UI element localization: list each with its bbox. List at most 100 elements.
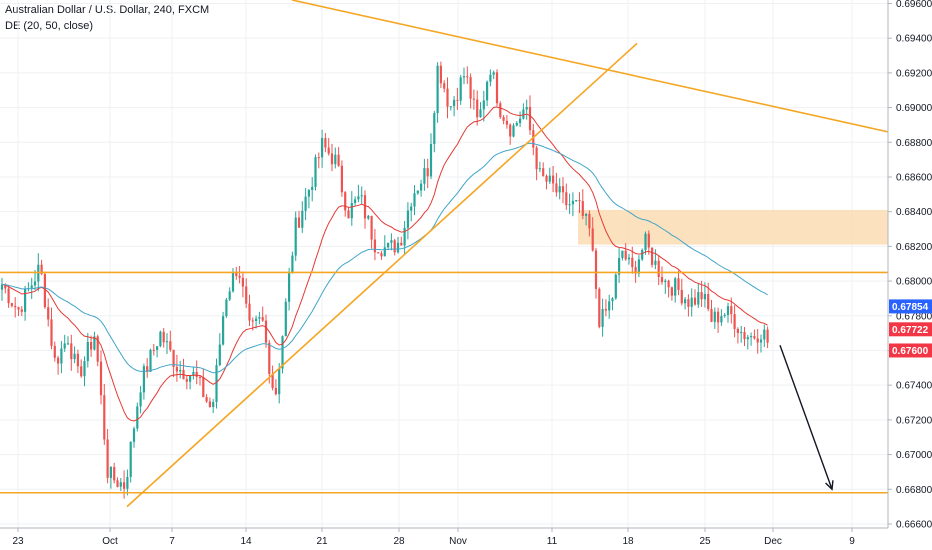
candle-body: [142, 366, 145, 393]
candle-body: [690, 297, 693, 307]
candle-body: [542, 168, 545, 176]
candle-body: [106, 439, 109, 478]
time-axis[interactable]: 23 Oct 7 14 21 28 Nov 11 18 25 Dec 9: [12, 528, 855, 547]
candle-body: [156, 346, 159, 350]
candle-body: [525, 106, 528, 110]
moving-averages: [1, 106, 768, 422]
trend-drawings[interactable]: [0, 0, 889, 508]
candle-body: [314, 157, 317, 187]
x-tick-label: Nov: [449, 536, 467, 547]
candle-body: [756, 338, 759, 343]
candle-body: [43, 274, 46, 308]
price-badge-bg: [889, 343, 932, 358]
candle-body: [667, 280, 670, 288]
candle-body: [644, 233, 647, 250]
candle-body: [515, 123, 518, 126]
candle-body: [123, 482, 126, 489]
candle-body: [208, 401, 211, 408]
candle-body: [370, 215, 373, 240]
candle-body: [680, 289, 683, 304]
candle-body: [763, 329, 766, 340]
candle-body: [311, 186, 314, 191]
candle-body: [175, 366, 178, 372]
candle-body: [222, 316, 225, 345]
candle-body: [373, 239, 376, 253]
candle-body: [578, 200, 581, 202]
candle-body: [261, 317, 264, 321]
x-tick-label: 14: [240, 536, 252, 547]
candle-body: [472, 98, 475, 100]
candle-body: [228, 291, 231, 300]
candle-body: [621, 250, 624, 259]
candle-body: [674, 278, 677, 296]
y-tick-label: 0.68200: [896, 242, 932, 253]
candle-body: [268, 342, 271, 374]
candle-body: [433, 113, 436, 145]
candle-body: [119, 482, 122, 487]
y-tick-label: 0.68800: [896, 138, 932, 149]
candle-body: [717, 311, 720, 323]
candle-body: [766, 329, 769, 343]
candle-body: [538, 168, 541, 170]
candle-body: [687, 299, 690, 307]
x-tick-label: 28: [393, 536, 405, 547]
x-tick-label: 18: [622, 536, 634, 547]
candle-body: [50, 319, 53, 346]
candle-body: [545, 175, 548, 182]
candle-body: [585, 213, 588, 216]
x-tick-label: 21: [316, 536, 328, 547]
candle-body: [581, 201, 584, 216]
candle-body: [291, 255, 294, 274]
candle-body: [624, 250, 627, 260]
candle-body: [192, 371, 195, 376]
candle-body: [245, 286, 248, 304]
candle-body: [235, 272, 238, 276]
candle-body: [453, 99, 456, 107]
candle-body: [159, 331, 162, 347]
candle-body: [202, 377, 205, 398]
candle-body: [446, 88, 449, 107]
candle-body: [284, 301, 287, 337]
candle-body: [169, 341, 172, 350]
candle-body: [288, 273, 291, 302]
candle-body: [552, 175, 555, 184]
candle-body: [344, 192, 347, 211]
price-badge-label: 0.67600: [892, 346, 929, 357]
candle-body: [251, 320, 254, 322]
candle-body: [297, 217, 301, 228]
candle-body: [390, 240, 393, 243]
price-badges: 0.67854 0.67722 0.67600: [889, 299, 932, 358]
candle-body: [502, 117, 505, 121]
candle-body: [113, 467, 116, 481]
candle-body: [212, 402, 215, 408]
candle-body: [317, 157, 320, 159]
candle-body: [241, 277, 244, 287]
candle-body: [387, 242, 390, 248]
candle-body: [14, 305, 17, 308]
candle-body: [479, 109, 482, 118]
y-tick-label: 0.66800: [896, 485, 932, 496]
candle-body: [618, 258, 621, 275]
candle-body: [278, 368, 281, 395]
candle-body: [753, 336, 756, 339]
price-axis[interactable]: 0.66600 0.66800 0.67000 0.67200 0.67400 0.676…: [888, 0, 932, 530]
candle-body: [420, 183, 423, 191]
candle-body: [307, 190, 310, 197]
candle-body: [548, 175, 551, 182]
candle-body: [660, 277, 664, 283]
candle-body: [522, 109, 525, 119]
candle-body: [677, 278, 680, 290]
candle-body: [449, 106, 452, 108]
candle-body: [462, 76, 466, 78]
candle-body: [327, 147, 330, 154]
candle-body: [469, 77, 472, 99]
candle-body: [83, 361, 86, 377]
candle-body: [70, 343, 73, 360]
candle-body: [740, 332, 743, 334]
candle-body: [693, 297, 697, 305]
candle-body: [558, 186, 561, 193]
projection-arrow-line: [779, 345, 833, 490]
candle-body: [30, 285, 33, 289]
y-tick-label: 0.69600: [896, 0, 932, 10]
